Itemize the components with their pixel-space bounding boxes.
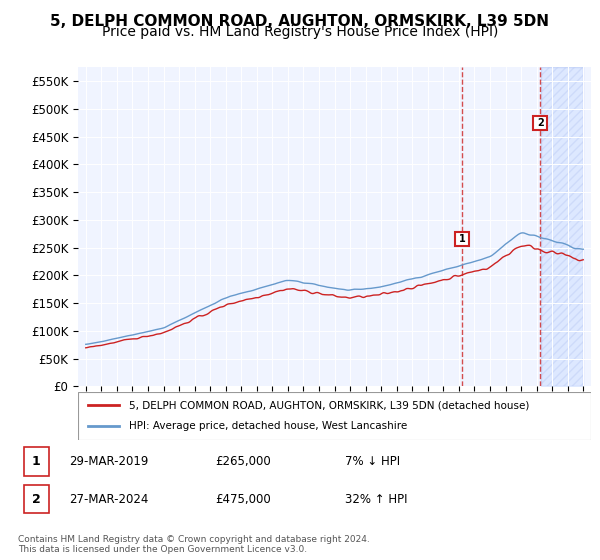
FancyBboxPatch shape (23, 485, 49, 514)
Text: 1: 1 (32, 455, 41, 468)
Text: 7% ↓ HPI: 7% ↓ HPI (345, 455, 400, 468)
Text: HPI: Average price, detached house, West Lancashire: HPI: Average price, detached house, West… (130, 421, 407, 431)
FancyBboxPatch shape (23, 447, 49, 475)
Text: 27-MAR-2024: 27-MAR-2024 (69, 493, 148, 506)
Text: 2: 2 (537, 118, 544, 128)
Text: 1: 1 (459, 234, 466, 244)
Text: 5, DELPH COMMON ROAD, AUGHTON, ORMSKIRK, L39 5DN: 5, DELPH COMMON ROAD, AUGHTON, ORMSKIRK,… (50, 14, 550, 29)
Text: 5, DELPH COMMON ROAD, AUGHTON, ORMSKIRK, L39 5DN (detached house): 5, DELPH COMMON ROAD, AUGHTON, ORMSKIRK,… (130, 400, 530, 410)
Text: £265,000: £265,000 (215, 455, 271, 468)
Text: Price paid vs. HM Land Registry's House Price Index (HPI): Price paid vs. HM Land Registry's House … (102, 25, 498, 39)
Text: 29-MAR-2019: 29-MAR-2019 (69, 455, 148, 468)
FancyBboxPatch shape (78, 392, 591, 440)
Text: 32% ↑ HPI: 32% ↑ HPI (345, 493, 407, 506)
Text: £475,000: £475,000 (215, 493, 271, 506)
Text: Contains HM Land Registry data © Crown copyright and database right 2024.
This d: Contains HM Land Registry data © Crown c… (18, 535, 370, 554)
Text: 2: 2 (32, 493, 41, 506)
